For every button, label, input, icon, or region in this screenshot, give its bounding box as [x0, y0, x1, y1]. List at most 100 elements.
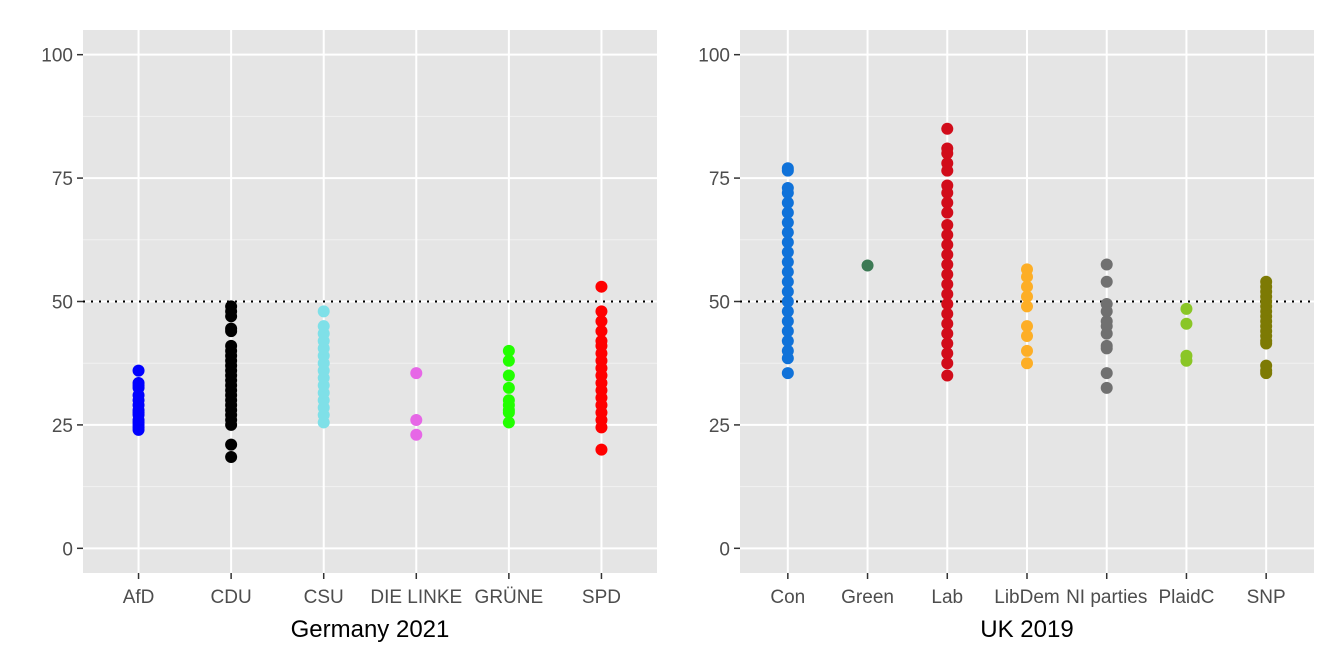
data-point-libdem [1021, 320, 1033, 333]
data-point-lab [941, 278, 954, 291]
data-point-ni-parties [1100, 258, 1113, 271]
data-point-con [781, 315, 794, 328]
data-point-con [781, 334, 794, 347]
data-point-libdem [1021, 300, 1033, 313]
data-point-con [781, 181, 794, 194]
data-point-con [781, 285, 794, 298]
data-point-cdu [225, 322, 238, 335]
data-point-lab [941, 347, 954, 360]
x-tick-label: Green [841, 587, 894, 608]
data-point-libdem [1021, 290, 1033, 303]
data-point-snp [1260, 337, 1273, 350]
data-point-lab [941, 268, 954, 281]
x-tick-label: GRÜNE [475, 587, 544, 608]
data-point-plaidc [1180, 302, 1193, 315]
data-point-con [781, 256, 794, 269]
data-point-con [781, 265, 794, 278]
data-point-lab [941, 122, 954, 135]
data-point-grüne [502, 344, 515, 357]
panel-title: Germany 2021 [291, 616, 450, 643]
data-point-lab [941, 369, 954, 382]
y-tick-label: 25 [52, 416, 73, 437]
data-point-grüne [502, 369, 515, 382]
data-point-lab [941, 206, 954, 219]
data-point-cdu [225, 300, 238, 313]
data-point-afd [132, 423, 145, 436]
data-point-lab [941, 142, 954, 155]
y-tick-label: 100 [698, 46, 730, 67]
data-point-con [781, 196, 794, 209]
data-point-spd [595, 325, 608, 338]
data-point-con [781, 367, 794, 380]
x-tick-label: LibDem [994, 587, 1059, 608]
y-tick-label: 50 [52, 293, 73, 314]
data-point-ni-parties [1100, 305, 1113, 318]
data-point-afd [132, 364, 145, 377]
data-point-libdem [1021, 344, 1033, 357]
data-point-con [781, 236, 794, 249]
data-point-con [781, 275, 794, 288]
data-point-die-linke [410, 413, 423, 426]
data-point-lab [941, 337, 954, 350]
data-point-grüne [502, 354, 515, 367]
data-point-libdem [1021, 330, 1033, 343]
data-point-ni-parties [1100, 381, 1113, 394]
data-point-lab [941, 357, 954, 370]
data-point-die-linke [410, 428, 423, 441]
y-tick-label: 25 [709, 416, 730, 437]
y-tick-label: 75 [709, 169, 730, 190]
data-point-lab [941, 179, 954, 192]
data-point-libdem [1021, 280, 1033, 293]
panel-title: UK 2019 [980, 616, 1073, 643]
data-point-cdu [225, 450, 238, 463]
data-point-lab [941, 258, 954, 271]
data-point-con [781, 162, 794, 175]
x-tick-label: Con [770, 587, 805, 608]
data-point-plaidc [1180, 317, 1193, 330]
data-point-snp [1260, 367, 1273, 380]
data-point-ni-parties [1100, 342, 1113, 355]
y-tick-label: 100 [41, 46, 73, 67]
data-point-con [781, 246, 794, 259]
x-tick-label: DIE LINKE [370, 587, 462, 608]
data-point-libdem [1021, 357, 1033, 370]
data-point-lab [941, 307, 954, 320]
data-point-die-linke [410, 367, 423, 380]
x-tick-label: Lab [931, 587, 963, 608]
data-point-spd [595, 280, 608, 293]
data-point-plaidc [1180, 354, 1193, 367]
data-point-con [781, 206, 794, 219]
data-point-spd [595, 315, 608, 328]
data-point-cdu [225, 339, 238, 352]
x-tick-label: PlaidC [1158, 587, 1214, 608]
data-point-csu [317, 305, 330, 318]
panel-0: 0 25 50 75 100 AfD CDU CSU DIE LINKE GRÜNE SPD Germ… [41, 30, 657, 643]
data-point-ni-parties [1100, 275, 1113, 288]
data-point-spd [595, 334, 608, 347]
y-tick-label: 50 [709, 293, 730, 314]
data-point-con [781, 226, 794, 239]
data-point-ni-parties [1100, 327, 1113, 340]
y-tick-label: 0 [719, 539, 730, 560]
data-point-con [781, 295, 794, 308]
data-point-lab [941, 196, 954, 209]
data-point-lab [941, 238, 954, 251]
data-point-con [781, 325, 794, 338]
data-point-cdu [225, 438, 238, 451]
data-point-con [781, 305, 794, 318]
panel-1: 0 25 50 75 100 Con Green Lab LibDem NI parties Pla… [698, 30, 1314, 643]
data-point-grüne [502, 416, 515, 429]
data-point-lab [941, 218, 954, 231]
data-point-spd [595, 305, 608, 318]
data-point-spd [595, 443, 608, 456]
data-point-green [861, 259, 874, 272]
x-tick-label: CDU [211, 587, 252, 608]
y-tick-label: 75 [52, 169, 73, 190]
data-point-ni-parties [1100, 367, 1113, 380]
data-point-libdem [1021, 270, 1033, 283]
data-point-lab [941, 248, 954, 261]
data-point-lab [941, 157, 954, 170]
data-point-lab [941, 288, 954, 301]
data-point-lab [941, 317, 954, 330]
